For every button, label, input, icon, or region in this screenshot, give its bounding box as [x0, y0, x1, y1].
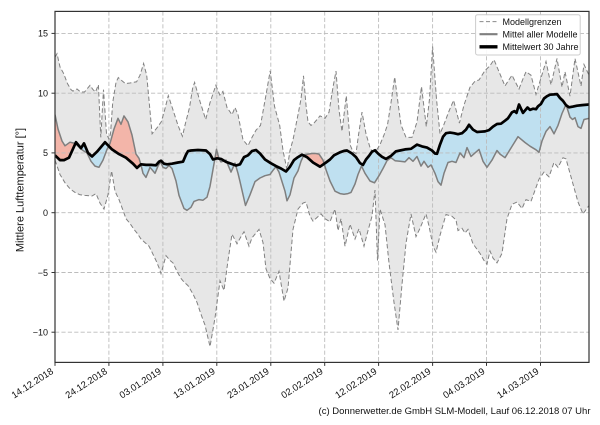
svg-text:Modellgrenzen: Modellgrenzen [503, 17, 562, 27]
svg-text:Mittel aller Modelle: Mittel aller Modelle [503, 29, 578, 39]
svg-text:15: 15 [38, 29, 48, 39]
svg-text:−5: −5 [38, 268, 48, 278]
svg-text:0: 0 [43, 208, 48, 218]
svg-text:Mittelwert 30 Jahre: Mittelwert 30 Jahre [503, 42, 579, 52]
svg-text:Mittlere Lufttemperatur [°]: Mittlere Lufttemperatur [°] [14, 128, 26, 252]
svg-text:5: 5 [43, 148, 48, 158]
svg-text:−10: −10 [33, 328, 48, 338]
svg-text:10: 10 [38, 89, 48, 99]
svg-text:(c) Donnerwetter.de GmbH SLM-M: (c) Donnerwetter.de GmbH SLM-Modell, Lau… [319, 406, 591, 417]
